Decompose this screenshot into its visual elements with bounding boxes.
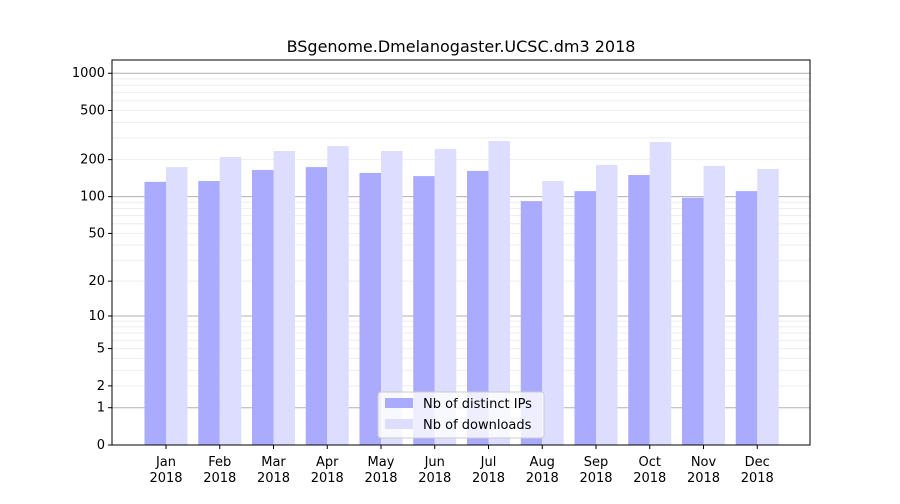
y-tick-label: 500 xyxy=(80,103,105,118)
y-tick-label: 2 xyxy=(97,379,105,394)
x-tick-label: Oct xyxy=(639,455,661,470)
x-tick-label: 2018 xyxy=(633,471,666,486)
x-tick-label: 2018 xyxy=(149,471,182,486)
legend: Nb of distinct IPs Nb of downloads xyxy=(377,391,545,439)
x-tick-label: Feb xyxy=(208,455,231,470)
y-tick-label: 5 xyxy=(97,342,105,357)
bar-distinct-ips xyxy=(359,172,381,445)
x-axis: Jan2018Feb2018Mar2018Apr2018May2018Jun20… xyxy=(149,445,774,486)
bar-downloads xyxy=(166,167,188,445)
bars xyxy=(144,141,779,446)
x-tick-label: 2018 xyxy=(311,471,344,486)
bar-downloads xyxy=(649,141,672,446)
y-tick-label: 50 xyxy=(88,226,105,241)
bar-downloads xyxy=(381,150,403,445)
bar-distinct-ips xyxy=(413,176,435,446)
x-tick-label: 2018 xyxy=(203,471,236,486)
bar-downloads xyxy=(327,145,349,445)
x-tick-label: 2018 xyxy=(364,471,397,486)
x-tick-label: Jul xyxy=(480,455,497,470)
bar-downloads xyxy=(219,157,242,445)
bar-downloads xyxy=(757,168,779,445)
bar-distinct-ips xyxy=(467,170,489,445)
x-tick-label: Jun xyxy=(424,455,445,470)
y-axis: 0 1 2 5 10 20 50 100 200 500 1000 xyxy=(72,66,112,453)
bar-distinct-ips xyxy=(520,201,543,445)
legend-swatch xyxy=(385,398,413,408)
x-tick-label: 2018 xyxy=(687,471,720,486)
x-tick-label: Apr xyxy=(316,455,339,470)
bar-downloads xyxy=(596,164,618,445)
y-tick-label: 20 xyxy=(88,274,105,289)
x-tick-label: 2018 xyxy=(526,471,559,486)
x-tick-label: 2018 xyxy=(741,471,774,486)
y-tick-label: 200 xyxy=(80,153,105,168)
legend-swatch xyxy=(385,419,413,429)
bar-distinct-ips xyxy=(305,167,328,445)
x-tick-label: 2018 xyxy=(472,471,505,486)
y-tick-label: 0 xyxy=(97,438,105,453)
legend-label: Nb of downloads xyxy=(423,418,532,433)
y-tick-label: 1000 xyxy=(72,66,105,81)
bar-downloads xyxy=(488,141,510,445)
bar-distinct-ips xyxy=(628,175,650,445)
x-tick-label: Aug xyxy=(530,455,555,470)
axes-frame xyxy=(111,59,811,446)
bar-distinct-ips xyxy=(252,169,274,446)
legend-label: Nb of distinct IPs xyxy=(423,397,532,412)
x-tick-label: 2018 xyxy=(418,471,451,486)
y-tick-label: 1 xyxy=(97,401,105,416)
bar-distinct-ips xyxy=(574,191,596,445)
x-tick-label: 2018 xyxy=(579,471,612,486)
y-tick-label: 10 xyxy=(88,309,105,324)
x-tick-label: Nov xyxy=(691,455,717,470)
x-tick-label: Mar xyxy=(261,455,286,470)
x-tick-label: 2018 xyxy=(257,471,290,486)
x-tick-label: May xyxy=(368,455,395,470)
y-tick-label: 100 xyxy=(80,190,105,205)
bar-distinct-ips xyxy=(682,197,704,445)
x-tick-label: Sep xyxy=(584,455,609,470)
bar-downloads xyxy=(542,181,564,446)
chart-title: BSgenome.Dmelanogaster.UCSC.dm3 2018 xyxy=(287,37,636,56)
x-tick-label: Dec xyxy=(745,455,770,470)
legend-box xyxy=(377,391,545,439)
bar-downloads xyxy=(434,148,457,446)
bar-downloads xyxy=(273,150,295,445)
bar-distinct-ips xyxy=(198,181,220,446)
bar-distinct-ips xyxy=(735,191,758,445)
bar-distinct-ips xyxy=(144,181,166,445)
x-tick-label: Jan xyxy=(155,455,176,470)
bar-downloads xyxy=(703,165,725,445)
